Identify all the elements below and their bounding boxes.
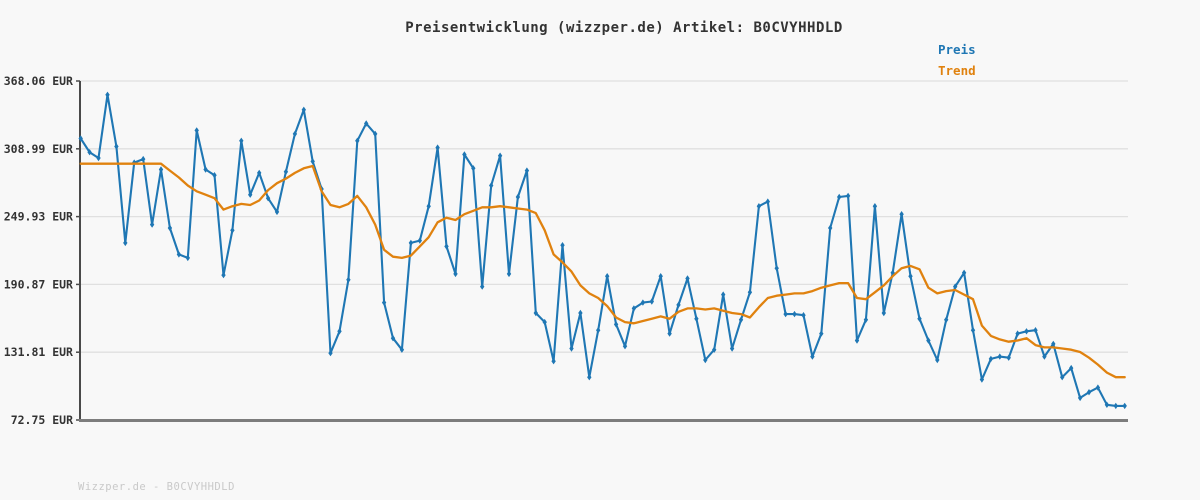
y-tick-label: 190.87 EUR <box>4 277 73 291</box>
legend: Preis Trend <box>938 39 976 81</box>
y-tick-label: 72.75 EUR <box>11 413 73 427</box>
y-tick-label: 368.06 EUR <box>4 74 73 88</box>
legend-item-trend: Trend <box>938 63 976 78</box>
price-markers <box>78 91 1127 410</box>
y-tick-label: 308.99 EUR <box>4 142 73 156</box>
legend-item-preis: Preis <box>938 42 976 57</box>
trend-line <box>79 162 1126 379</box>
price-line <box>79 93 1126 407</box>
watermark: Wizzper.de - B0CVYHHDLD <box>78 481 235 493</box>
chart-title: Preisentwicklung (wizzper.de) Artikel: B… <box>405 20 843 36</box>
y-tick-label: 249.93 EUR <box>4 210 73 224</box>
y-tick-label: 131.81 EUR <box>4 345 73 359</box>
